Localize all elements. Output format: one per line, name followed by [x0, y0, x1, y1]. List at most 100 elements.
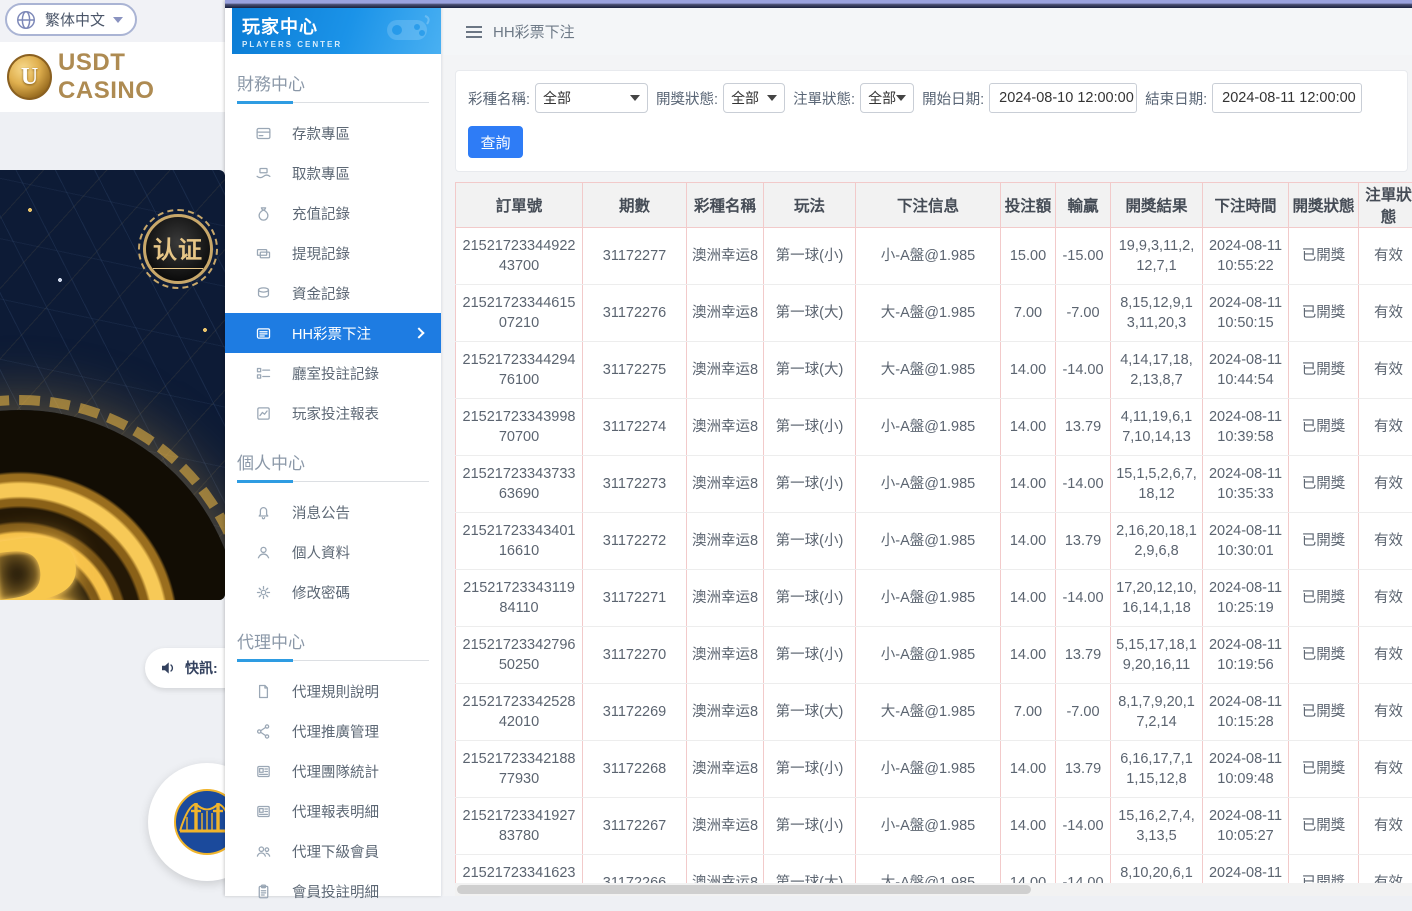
withdraw-icon — [255, 164, 273, 182]
sidebar-item-label: HH彩票下注 — [292, 323, 371, 344]
top-decor-strip — [225, 0, 1412, 8]
table-cell: 澳洲幸运8 — [687, 456, 764, 513]
table-cell: 2024-08-11 10:55:22 — [1203, 228, 1289, 285]
sidebar-item-cashout-record[interactable]: 提現記錄 — [225, 233, 441, 273]
table-cell: 2024-08-11 10:19:56 — [1203, 627, 1289, 684]
horizontal-scrollbar[interactable] — [455, 883, 1412, 896]
table-cell: 第一球(大) — [764, 285, 856, 342]
sidebar-item-bell[interactable]: 消息公告 — [225, 492, 441, 532]
order-status-select[interactable]: 全部 — [860, 83, 914, 113]
sidebar-item-doc[interactable]: 代理規則說明 — [225, 671, 441, 711]
team-stats-icon — [255, 762, 273, 780]
sidebar-item-members[interactable]: 代理下級會員 — [225, 831, 441, 871]
language-selector[interactable]: 繁体中文 — [5, 3, 137, 36]
end-date-label: 結束日期: — [1145, 88, 1207, 109]
table-cell: 13.79 — [1056, 399, 1111, 456]
table-cell: 澳洲幸运8 — [687, 798, 764, 855]
column-header: 開獎結果 — [1111, 183, 1203, 228]
globe-icon — [15, 9, 37, 31]
sidebar-item-profile[interactable]: 個人資料 — [225, 532, 441, 572]
table-cell: -7.00 — [1056, 285, 1111, 342]
page-title: HH彩票下注 — [493, 21, 575, 42]
table-cell: 已開獎 — [1289, 741, 1359, 798]
table-cell: 澳洲幸运8 — [687, 627, 764, 684]
certification-text: 认证 — [153, 230, 203, 269]
sidebar-item-player-report[interactable]: 玩家投注報表 — [225, 393, 441, 433]
table-cell: 14.00 — [1001, 570, 1056, 627]
table-cell: 31172271 — [583, 570, 687, 627]
lottery-name-select[interactable]: 全部 — [535, 83, 648, 113]
table-cell: 澳洲幸运8 — [687, 285, 764, 342]
sidebar-item-share[interactable]: 代理推廣管理 — [225, 711, 441, 751]
table-cell: 15,16,2,7,4,3,13,5 — [1111, 798, 1203, 855]
table-cell: 13.79 — [1056, 513, 1111, 570]
draw-status-select[interactable]: 全部 — [723, 83, 785, 113]
deposit-icon — [255, 124, 273, 142]
table-cell: 小-A盤@1.985 — [856, 570, 1001, 627]
sidebar-item-member-detail[interactable]: 會員投註明細 — [225, 871, 441, 911]
table-cell: 31172276 — [583, 285, 687, 342]
brand-logo[interactable]: U USDT CASINO — [0, 42, 225, 112]
table-cell: 15.00 — [1001, 228, 1056, 285]
recharge-record-icon — [255, 204, 273, 222]
table-cell: 15,1,5,2,6,7,18,12 — [1111, 456, 1203, 513]
table-cell: 有效 — [1359, 456, 1412, 513]
table-cell: 2152172334252842010 — [456, 684, 583, 741]
table-cell: 2024-08-11 10:15:28 — [1203, 684, 1289, 741]
table-cell: 2024-08-11 10:44:54 — [1203, 342, 1289, 399]
sidebar-item-gear[interactable]: 修改密碼 — [225, 572, 441, 612]
column-header: 注單狀態 — [1359, 183, 1412, 228]
table-cell: 31172272 — [583, 513, 687, 570]
table-cell: 14.00 — [1001, 456, 1056, 513]
sidebar-item-funds-record[interactable]: 資金記錄 — [225, 273, 441, 313]
sidebar-item-team-stats[interactable]: 代理團隊統計 — [225, 751, 441, 791]
table-cell: 2152172334429476100 — [456, 342, 583, 399]
table-cell: 澳洲幸运8 — [687, 399, 764, 456]
table-cell: 有效 — [1359, 684, 1412, 741]
table-cell: 有效 — [1359, 399, 1412, 456]
sidebar-section-label: 個人中心 — [237, 449, 441, 474]
scrollbar-thumb[interactable] — [457, 885, 1031, 894]
player-report-icon — [255, 404, 273, 422]
sidebar-item-label: 提現記錄 — [292, 243, 350, 264]
table-cell: 第一球(小) — [764, 570, 856, 627]
table-cell: 有效 — [1359, 627, 1412, 684]
column-header: 開獎狀態 — [1289, 183, 1359, 228]
table-cell: 已開獎 — [1289, 228, 1359, 285]
language-bar: 繁体中文 — [0, 0, 225, 42]
table-cell: 大-A盤@1.985 — [856, 285, 1001, 342]
sidebar-item-label: 取款專區 — [292, 163, 350, 184]
table-cell: 8,1,7,9,20,17,2,14 — [1111, 684, 1203, 741]
table-cell: -7.00 — [1056, 684, 1111, 741]
hamburger-menu-icon[interactable] — [466, 26, 482, 38]
brand-coin-icon: U — [7, 54, 52, 100]
sidebar-item-report-detail[interactable]: 代理報表明細 — [225, 791, 441, 831]
table-cell: 有效 — [1359, 570, 1412, 627]
sidebar-item-label: 充值記錄 — [292, 203, 350, 224]
sidebar-item-hall-record[interactable]: 廳室投註記錄 — [225, 353, 441, 393]
sidebar-item-deposit[interactable]: 存款專區 — [225, 113, 441, 153]
table-cell: 小-A盤@1.985 — [856, 741, 1001, 798]
lottery-bet-icon — [255, 324, 273, 342]
section-divider — [237, 481, 429, 482]
sidebar-item-withdraw[interactable]: 取款專區 — [225, 153, 441, 193]
bitcoin-hero-image: B 认证 — [0, 170, 225, 600]
column-header: 輸贏 — [1056, 183, 1111, 228]
sidebar-item-lottery-bet[interactable]: HH彩票下注 — [225, 313, 441, 353]
sidebar-item-recharge-record[interactable]: 充值記錄 — [225, 193, 441, 233]
start-date-label: 開始日期: — [922, 88, 984, 109]
table-cell: 17,20,12,10,16,14,1,18 — [1111, 570, 1203, 627]
search-button[interactable]: 查詢 — [468, 126, 523, 158]
table-cell: 第一球(小) — [764, 741, 856, 798]
chevron-right-icon — [413, 327, 424, 338]
hall-record-icon — [255, 364, 273, 382]
start-date-input[interactable]: 2024-08-10 12:00:00 — [989, 83, 1137, 113]
end-date-input[interactable]: 2024-08-11 12:00:00 — [1212, 83, 1362, 113]
brand-name: USDT CASINO — [58, 49, 225, 105]
table-header-row: 訂單號期數彩種名稱玩法下注信息投注額輸贏開獎結果下注時間開獎狀態注單狀態 — [456, 183, 1412, 228]
table-cell: 2024-08-11 10:30:01 — [1203, 513, 1289, 570]
sidebar-item-label: 代理規則說明 — [292, 681, 379, 702]
lottery-name-value: 全部 — [543, 88, 571, 108]
